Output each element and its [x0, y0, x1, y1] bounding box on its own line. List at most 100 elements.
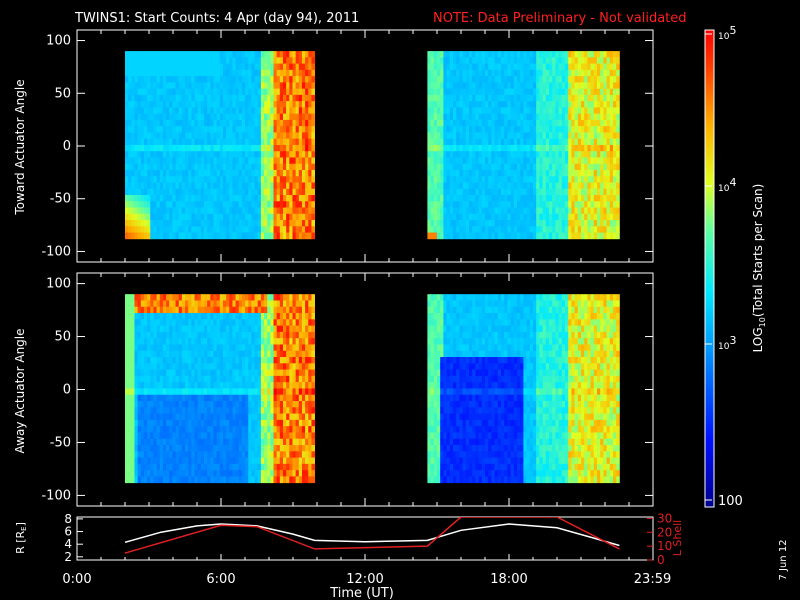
heatmap-cell — [245, 325, 249, 333]
heatmap-cell — [279, 195, 284, 202]
heatmap-cell — [465, 82, 470, 90]
heatmap-cell — [191, 294, 195, 301]
heatmap-cell — [200, 407, 205, 414]
heatmap-cell — [600, 88, 604, 96]
heatmap-cell — [194, 407, 199, 414]
heatmap-cell — [210, 82, 214, 90]
heatmap-cell — [178, 126, 183, 133]
heatmap-cell — [279, 144, 284, 152]
heatmap-cell — [571, 144, 575, 152]
heatmap-cell — [597, 88, 601, 96]
heatmap-cell — [504, 169, 508, 177]
heatmap-cell — [459, 144, 463, 152]
heatmap-cell — [210, 195, 214, 202]
heatmap-cell — [606, 226, 611, 233]
heatmap-cell — [542, 138, 547, 146]
heatmap-cell — [200, 226, 205, 233]
heatmap-cell — [200, 463, 205, 471]
heatmap-cell — [241, 88, 246, 96]
heatmap-cell — [200, 63, 205, 71]
heatmap-cell — [226, 182, 230, 190]
heatmap-cell — [305, 182, 309, 190]
heatmap-cell — [216, 300, 221, 308]
heatmap-cell — [437, 232, 441, 240]
heatmap-cell — [140, 182, 145, 190]
heatmap-cell — [298, 220, 303, 227]
heatmap-cell — [609, 69, 614, 77]
heatmap-cell — [162, 220, 167, 227]
heatmap-cell — [292, 107, 297, 115]
heatmap-cell — [229, 445, 233, 452]
heatmap-cell — [584, 138, 588, 146]
heatmap-cell — [577, 107, 582, 115]
heatmap-cell — [197, 232, 202, 240]
heatmap-cell — [465, 51, 470, 58]
heatmap-cell — [539, 226, 543, 233]
heatmap-cell — [251, 413, 255, 421]
heatmap-cell — [523, 220, 527, 227]
heatmap-cell — [166, 432, 170, 440]
heatmap-cell — [178, 331, 183, 339]
heatmap-cell — [459, 76, 463, 83]
heatmap-cell — [150, 407, 154, 414]
heatmap-cell — [507, 63, 511, 71]
heatmap-cell — [584, 232, 588, 240]
heatmap-cell — [194, 57, 199, 65]
heatmap-cell — [128, 69, 132, 77]
heatmap-cell — [238, 432, 243, 440]
heatmap-cell — [229, 300, 233, 308]
heatmap-cell — [600, 126, 604, 133]
heatmap-cell — [137, 313, 142, 320]
heatmap-cell — [539, 94, 543, 102]
heatmap-cell — [194, 195, 199, 202]
heatmap-cell — [443, 151, 447, 158]
heatmap-cell — [526, 195, 531, 202]
heatmap-cell — [232, 101, 236, 108]
heatmap-cell — [200, 213, 205, 221]
heatmap-cell — [523, 57, 527, 65]
heatmap-cell — [555, 151, 559, 158]
heatmap-cell — [245, 107, 249, 115]
heatmap-cell — [147, 357, 151, 364]
heatmap-cell — [248, 201, 252, 208]
heatmap-cell — [295, 94, 300, 102]
heatmap-cell — [558, 163, 563, 171]
heatmap-cell — [469, 176, 473, 183]
heatmap-cell — [574, 76, 579, 83]
heatmap-cell — [273, 151, 278, 158]
heatmap-cell — [197, 157, 202, 165]
heatmap-cell — [254, 382, 259, 389]
heatmap-cell — [178, 195, 183, 202]
heatmap-cell — [150, 188, 154, 196]
heatmap-cell — [549, 57, 553, 65]
heatmap-cell — [507, 57, 511, 65]
heatmap-cell — [581, 113, 585, 121]
heatmap-cell — [207, 438, 211, 446]
heatmap-cell — [491, 63, 495, 71]
heatmap-cell — [529, 182, 534, 190]
heatmap-cell — [245, 94, 249, 102]
heatmap-cell — [191, 344, 195, 352]
heatmap-cell — [311, 51, 315, 58]
heatmap-cell — [137, 394, 142, 402]
heatmap-cell — [475, 94, 479, 102]
heatmap-cell — [185, 470, 189, 477]
heatmap-cell — [276, 138, 281, 146]
heatmap-cell — [134, 344, 139, 352]
heatmap-cell — [449, 213, 454, 221]
heatmap-cell — [305, 207, 309, 215]
heatmap-cell — [475, 138, 479, 146]
heatmap-cell — [175, 463, 180, 471]
heatmap-cell — [459, 176, 463, 183]
heatmap-cell — [226, 357, 230, 364]
heatmap-cell — [232, 344, 236, 352]
heatmap-cell — [267, 220, 271, 227]
heatmap-cell — [257, 182, 262, 190]
heatmap-cell — [279, 220, 284, 227]
heatmap-cell — [481, 82, 486, 90]
heatmap-cell — [169, 220, 173, 227]
heatmap-cell — [276, 107, 281, 115]
heatmap-cell — [172, 432, 176, 440]
heatmap-cell — [140, 344, 145, 352]
heatmap-cell — [478, 176, 483, 183]
